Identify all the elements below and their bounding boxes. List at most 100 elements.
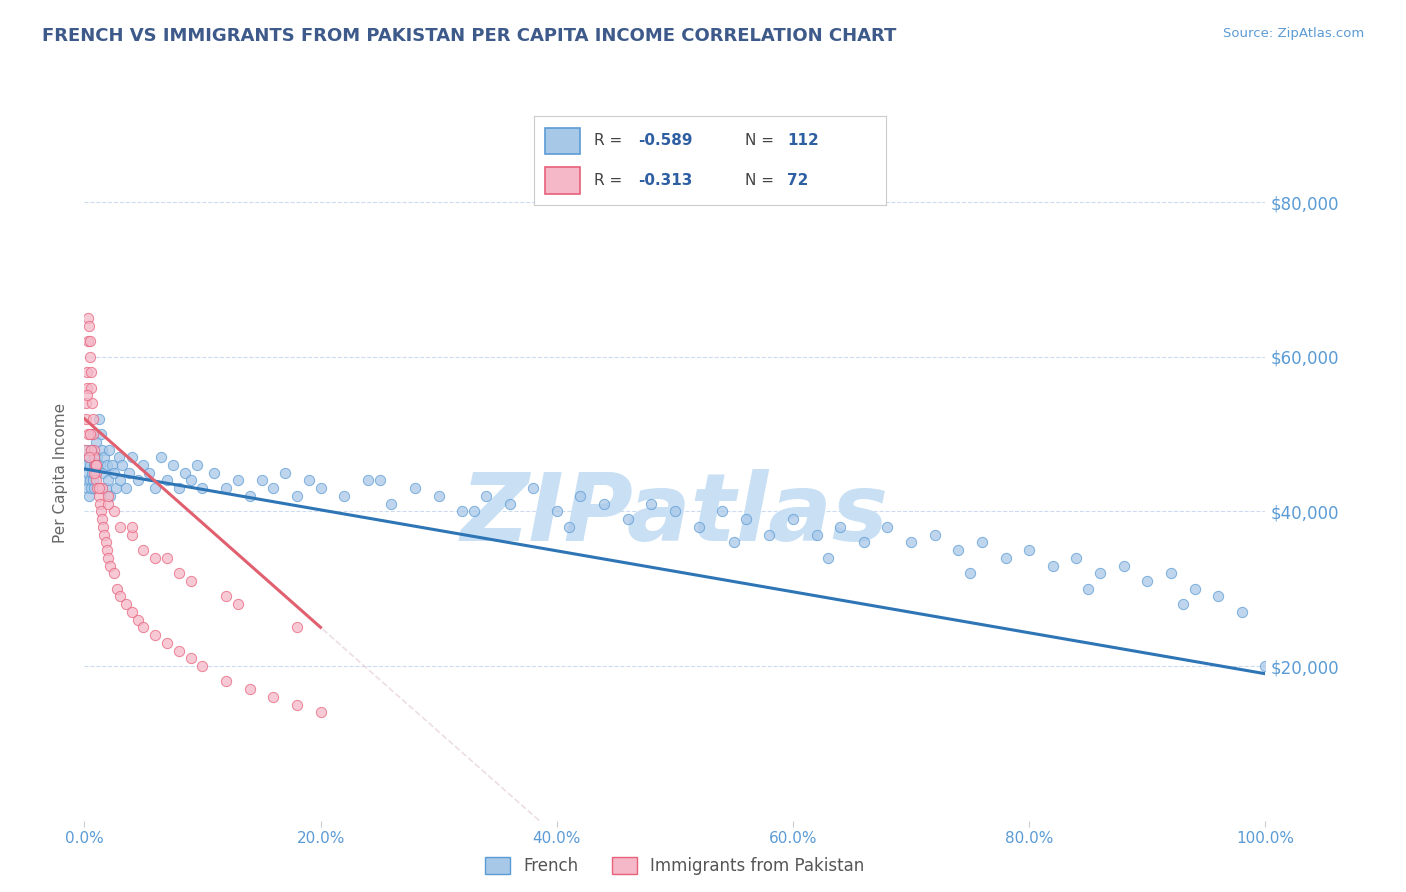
Point xyxy=(1254,659,1277,673)
Point xyxy=(522,481,544,495)
Point xyxy=(143,628,166,642)
Point xyxy=(93,527,115,541)
Point xyxy=(90,427,112,442)
Point xyxy=(80,365,103,379)
Point xyxy=(451,504,474,518)
Point xyxy=(86,481,108,495)
Point xyxy=(143,550,166,565)
Point xyxy=(80,442,103,457)
Point xyxy=(114,597,136,611)
Point xyxy=(1066,550,1088,565)
Point xyxy=(156,550,179,565)
Point xyxy=(82,411,104,425)
Point xyxy=(782,512,804,526)
Point xyxy=(107,450,129,465)
Point xyxy=(333,489,356,503)
Point xyxy=(180,474,202,488)
Point xyxy=(97,550,120,565)
Point xyxy=(77,466,100,480)
Point xyxy=(91,466,114,480)
Point xyxy=(83,458,105,472)
Point xyxy=(186,458,208,472)
Point xyxy=(86,450,108,465)
Point xyxy=(121,527,143,541)
Point xyxy=(1042,558,1064,573)
Point xyxy=(262,481,284,495)
Point xyxy=(132,543,155,558)
Point xyxy=(215,590,238,604)
Point xyxy=(1184,582,1206,596)
Point xyxy=(108,520,131,534)
Point xyxy=(107,582,129,596)
Point xyxy=(876,520,898,534)
Point xyxy=(90,504,112,518)
Point xyxy=(84,466,107,480)
Point xyxy=(143,481,166,495)
Text: R =: R = xyxy=(593,134,627,148)
Point xyxy=(309,706,332,720)
Point xyxy=(640,497,662,511)
Point xyxy=(108,590,131,604)
Text: ZIPatlas: ZIPatlas xyxy=(461,468,889,560)
Point xyxy=(87,411,110,425)
Point xyxy=(1171,597,1194,611)
Point xyxy=(806,527,828,541)
Text: FRENCH VS IMMIGRANTS FROM PAKISTAN PER CAPITA INCOME CORRELATION CHART: FRENCH VS IMMIGRANTS FROM PAKISTAN PER C… xyxy=(42,27,897,45)
Point xyxy=(1088,566,1111,581)
Point xyxy=(156,636,179,650)
Point xyxy=(924,527,946,541)
Point xyxy=(83,466,105,480)
Point xyxy=(498,497,520,511)
Point xyxy=(475,489,498,503)
Point xyxy=(758,527,780,541)
Point xyxy=(75,411,97,425)
Point xyxy=(970,535,993,549)
Point xyxy=(274,466,297,480)
Point xyxy=(79,458,101,472)
Point xyxy=(427,489,450,503)
Point xyxy=(285,698,308,712)
Point xyxy=(593,497,616,511)
Point xyxy=(994,550,1017,565)
Point xyxy=(557,520,579,534)
Point xyxy=(77,318,100,333)
Point xyxy=(616,512,638,526)
Point xyxy=(1160,566,1182,581)
Point xyxy=(87,489,110,503)
Point xyxy=(239,682,262,697)
Point xyxy=(77,450,100,465)
Point xyxy=(852,535,875,549)
Point xyxy=(150,450,173,465)
Point xyxy=(97,474,120,488)
Point xyxy=(108,474,131,488)
Text: N =: N = xyxy=(745,134,779,148)
Point xyxy=(127,613,149,627)
Point xyxy=(202,466,225,480)
Point xyxy=(723,535,745,549)
Point xyxy=(959,566,981,581)
Point xyxy=(76,381,98,395)
Point xyxy=(84,474,107,488)
Text: 72: 72 xyxy=(787,173,808,187)
Point xyxy=(83,442,105,457)
Point xyxy=(404,481,426,495)
Point xyxy=(127,474,149,488)
Point xyxy=(167,643,190,657)
Point xyxy=(89,458,111,472)
Point xyxy=(250,474,273,488)
Point xyxy=(93,450,115,465)
Point xyxy=(100,458,122,472)
Point xyxy=(96,458,118,472)
Point xyxy=(215,481,238,495)
Point xyxy=(79,427,101,442)
Point xyxy=(82,427,104,442)
Point xyxy=(368,474,391,488)
Point xyxy=(1018,543,1040,558)
Point xyxy=(1077,582,1099,596)
Point xyxy=(77,427,100,442)
Point xyxy=(76,442,98,457)
Point xyxy=(1136,574,1159,588)
Point xyxy=(191,659,214,673)
Point xyxy=(103,566,125,581)
Point xyxy=(91,512,114,526)
